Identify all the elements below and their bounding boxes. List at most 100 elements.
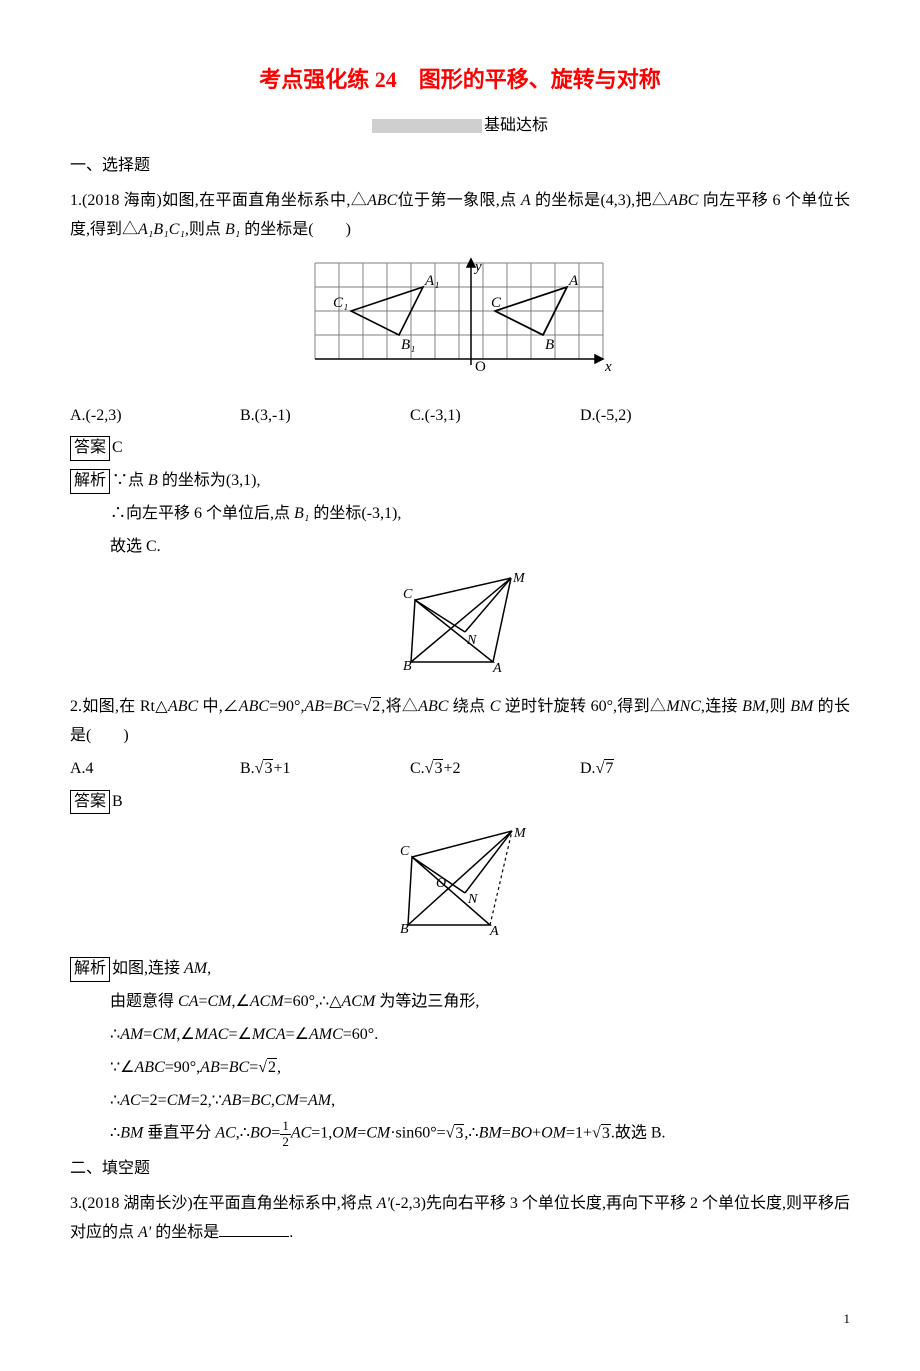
q2-t6: 绕点 — [448, 698, 489, 715]
q1-figure: y x O A B C A₁ B₁ C₁ — [70, 253, 850, 394]
q2-jx-line4: ∵∠ABC=90°,AB=BC=√2, — [70, 1054, 850, 1083]
q1-stem: 1.(2018 海南)如图,在平面直角坐标系中,△ABC位于第一象限,点 A 的… — [70, 187, 850, 245]
q2f2-A: A — [489, 924, 499, 937]
lbl-B: B — [545, 337, 554, 353]
q2-t9: ,则 — [765, 698, 790, 715]
q2f2-B: B — [400, 922, 409, 937]
q1-optA: A.(-2,3) — [70, 402, 240, 431]
q2-BO: BO — [250, 1125, 271, 1142]
q2-sqrt3a: √3 — [446, 1124, 465, 1142]
q1-t1: 1.(2018 海南)如图,在平面直角坐标系中,△ — [70, 192, 367, 209]
jiexi-label: 解析 — [70, 469, 110, 493]
q2-jx5g: , — [331, 1092, 335, 1109]
q2-t2: 中,∠ — [198, 698, 239, 715]
q2-BC2: BC — [229, 1059, 249, 1076]
q2f1-C: C — [403, 587, 413, 602]
q2-BM3: BM — [120, 1125, 143, 1142]
q1-jiexi-line1: 解析∵点 B 的坐标为(3,1), — [70, 467, 850, 496]
q2-MCA: MCA — [252, 1026, 286, 1043]
q2-jx-line3: ∴AM=CM,∠MAC=∠MCA=∠AMC=60°. — [70, 1021, 850, 1050]
q2-t5: ,将△ — [381, 698, 418, 715]
q2-jx2a: 由题意得 — [110, 993, 178, 1010]
q1-ans: C — [112, 439, 123, 456]
q2f2-C: C — [400, 844, 410, 859]
q2-BM4: BM — [479, 1125, 502, 1142]
page-title: 考点强化练 24 图形的平移、旋转与对称 — [70, 60, 850, 100]
q2-jx5f: = — [299, 1092, 308, 1109]
q2-jx2c: ,∠ — [232, 993, 250, 1010]
jiexi-label-2: 解析 — [70, 957, 110, 981]
q2-jx4b: =90°, — [165, 1059, 200, 1076]
q2-eq2: = — [353, 698, 362, 715]
q2f2-O: O — [436, 876, 446, 891]
q2-AB2: AB — [200, 1059, 220, 1076]
q2-ABC3: ABC — [418, 698, 448, 715]
q2-answer: 答案B — [70, 788, 850, 817]
q2-jx1b: , — [207, 960, 211, 977]
lbl-C: C — [491, 295, 502, 311]
q2-CM4: CM — [275, 1092, 299, 1109]
q1-t2: 位于第一象限,点 — [397, 192, 521, 209]
q2-CM3: CM — [167, 1092, 191, 1109]
q1-t3: 的坐标是(4,3),把△ — [531, 192, 669, 209]
q1-ABC2: ABC — [668, 192, 698, 209]
lbl-O: O — [475, 359, 486, 375]
q2-ABC4: ABC — [135, 1059, 165, 1076]
q2-AC: AC — [120, 1092, 140, 1109]
q1-jx1a: ∵点 — [112, 472, 148, 489]
q2-jx3e: =∠ — [286, 1026, 309, 1043]
q2-AB: AB — [304, 698, 324, 715]
q2-jx4d: = — [249, 1059, 258, 1076]
lbl-C1: C₁ — [333, 295, 348, 311]
q2-CM5: CM — [366, 1125, 390, 1142]
q2-jx6i: = — [502, 1125, 511, 1142]
q2-ACM: ACM — [250, 993, 284, 1010]
q1-jiexi-line3: 故选 C. — [70, 533, 850, 562]
q2-jx6c: ,∴ — [236, 1125, 250, 1142]
lbl-A: A — [568, 273, 579, 289]
q2-jx-line5: ∴AC=2=CM=2,∵AB=BC,CM=AM, — [70, 1087, 850, 1116]
q2-sqrt2: √2 — [363, 697, 382, 715]
q1-jx2b: 的坐标(-3,1), — [309, 505, 401, 522]
page-number: 1 — [70, 1307, 850, 1330]
q2-figure-1: C M N B A — [70, 570, 850, 686]
q2-jx5b: =2= — [141, 1092, 167, 1109]
q2-jx-line2: 由题意得 CA=CM,∠ACM=60°,∴△ACM 为等边三角形, — [70, 988, 850, 1017]
q2-stem: 2.如图,在 Rt△ABC 中,∠ABC=90°,AB=BC=√2,将△ABC … — [70, 693, 850, 751]
q1-B1: B₁ — [225, 221, 240, 238]
q1-jx1b: 的坐标为(3,1), — [158, 472, 261, 489]
q2-jx1: 如图,连接 — [112, 960, 184, 977]
q2-jx6j: + — [532, 1125, 541, 1142]
q2-AM: AM — [184, 960, 207, 977]
q2-options: A.4 B.√3+1 C.√3+2 D.√7 — [70, 755, 850, 784]
q2-jx6b: 垂直平分 — [143, 1125, 215, 1142]
q2-jx4a: ∵∠ — [110, 1059, 135, 1076]
lbl-y: y — [473, 259, 482, 275]
q2f1-A: A — [492, 661, 502, 675]
q2-jx6d: = — [271, 1125, 280, 1142]
q1-jiexi-line2: ∴向左平移 6 个单位后,点 B₁ 的坐标(-3,1), — [70, 500, 850, 529]
q1-optC: C.(-3,1) — [410, 402, 580, 431]
q2f2-M: M — [513, 826, 527, 841]
q1-A1B1C1: A₁B₁C₁ — [138, 221, 185, 238]
q2f1-M: M — [512, 571, 526, 586]
lbl-A1: A₁ — [424, 273, 439, 289]
section-1-heading: 一、选择题 — [70, 152, 850, 181]
q2-jx6f: = — [357, 1125, 366, 1142]
q2-jx-line6: ∴BM 垂直平分 AC,∴BO=12AC=1,OM=CM·sin60°=√3,∴… — [70, 1119, 850, 1149]
q2-AB3: AB — [222, 1092, 242, 1109]
q2-BC3: BC — [250, 1092, 270, 1109]
q2-jx6e: =1, — [311, 1125, 332, 1142]
q1-t6: 的坐标是( ) — [240, 221, 351, 238]
q2-sqrt3b: √3 — [592, 1124, 611, 1142]
q2-jx3f: =60°. — [343, 1026, 378, 1043]
q2-jx3a: ∴ — [110, 1026, 120, 1043]
q2-jx6l: .故选 B. — [611, 1125, 666, 1142]
q1-options: A.(-2,3) B.(3,-1) C.(-3,1) D.(-5,2) — [70, 402, 850, 431]
q2f2-N: N — [467, 892, 478, 907]
q2-jx6a: ∴ — [110, 1125, 120, 1142]
q2-jx4c: = — [220, 1059, 229, 1076]
q3-t3: 的坐标是 — [151, 1224, 219, 1241]
q2-AM2: AM — [120, 1026, 143, 1043]
q2-ABC2: ABC — [239, 698, 269, 715]
